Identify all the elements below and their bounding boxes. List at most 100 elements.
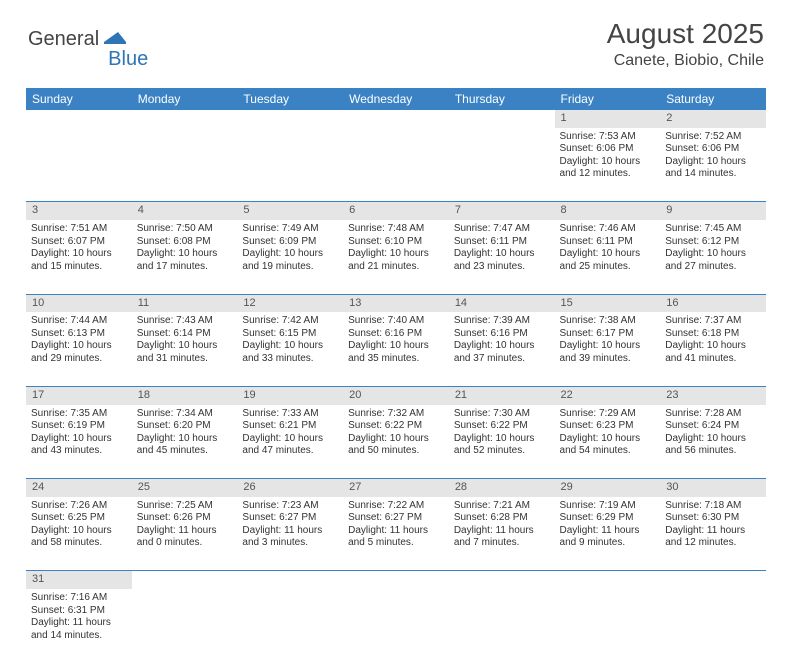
sunset-line: Sunset: 6:19 PM bbox=[31, 420, 127, 433]
sunset-line: Sunset: 6:11 PM bbox=[454, 236, 550, 249]
sunset-line: Sunset: 6:28 PM bbox=[454, 512, 550, 525]
day-number-cell: 30 bbox=[660, 479, 766, 497]
day-number-cell: 12 bbox=[237, 294, 343, 312]
weekday-header: Friday bbox=[555, 88, 661, 110]
day-cell bbox=[449, 128, 555, 202]
sunset-line: Sunset: 6:22 PM bbox=[454, 420, 550, 433]
sunrise-line: Sunrise: 7:28 AM bbox=[665, 408, 761, 421]
sunrise-line: Sunrise: 7:32 AM bbox=[348, 408, 444, 421]
sunset-line: Sunset: 6:27 PM bbox=[242, 512, 338, 525]
day-cell: Sunrise: 7:43 AMSunset: 6:14 PMDaylight:… bbox=[132, 312, 238, 386]
day-number-cell: 9 bbox=[660, 202, 766, 220]
sunrise-line: Sunrise: 7:29 AM bbox=[560, 408, 656, 421]
day-number-cell bbox=[660, 571, 766, 589]
daylight-line-2: and 19 minutes. bbox=[242, 261, 338, 274]
day-cell: Sunrise: 7:42 AMSunset: 6:15 PMDaylight:… bbox=[237, 312, 343, 386]
day-cell: Sunrise: 7:30 AMSunset: 6:22 PMDaylight:… bbox=[449, 405, 555, 479]
daylight-line-2: and 52 minutes. bbox=[454, 445, 550, 458]
day-cell: Sunrise: 7:39 AMSunset: 6:16 PMDaylight:… bbox=[449, 312, 555, 386]
sunrise-line: Sunrise: 7:34 AM bbox=[137, 408, 233, 421]
sunrise-line: Sunrise: 7:21 AM bbox=[454, 500, 550, 513]
sunset-line: Sunset: 6:20 PM bbox=[137, 420, 233, 433]
sunrise-line: Sunrise: 7:26 AM bbox=[31, 500, 127, 513]
daylight-line-2: and 12 minutes. bbox=[665, 537, 761, 550]
day-number-cell: 18 bbox=[132, 386, 238, 404]
sunrise-line: Sunrise: 7:39 AM bbox=[454, 315, 550, 328]
sunrise-line: Sunrise: 7:22 AM bbox=[348, 500, 444, 513]
day-cell: Sunrise: 7:26 AMSunset: 6:25 PMDaylight:… bbox=[26, 497, 132, 571]
daylight-line: Daylight: 10 hours bbox=[665, 340, 761, 353]
day-number-cell: 6 bbox=[343, 202, 449, 220]
day-number-cell bbox=[449, 571, 555, 589]
sunrise-line: Sunrise: 7:45 AM bbox=[665, 223, 761, 236]
logo-text-blue: Blue bbox=[108, 48, 148, 71]
day-number-cell: 27 bbox=[343, 479, 449, 497]
day-cell: Sunrise: 7:21 AMSunset: 6:28 PMDaylight:… bbox=[449, 497, 555, 571]
day-number-cell: 2 bbox=[660, 110, 766, 128]
weekday-header: Thursday bbox=[449, 88, 555, 110]
daylight-line-2: and 3 minutes. bbox=[242, 537, 338, 550]
daylight-line-2: and 54 minutes. bbox=[560, 445, 656, 458]
day-number-cell: 1 bbox=[555, 110, 661, 128]
day-cell: Sunrise: 7:45 AMSunset: 6:12 PMDaylight:… bbox=[660, 220, 766, 294]
sunset-line: Sunset: 6:16 PM bbox=[454, 328, 550, 341]
daylight-line: Daylight: 10 hours bbox=[31, 525, 127, 538]
daylight-line: Daylight: 11 hours bbox=[137, 525, 233, 538]
daylight-line-2: and 27 minutes. bbox=[665, 261, 761, 274]
day-cell: Sunrise: 7:37 AMSunset: 6:18 PMDaylight:… bbox=[660, 312, 766, 386]
day-number-cell bbox=[555, 571, 661, 589]
daylight-line-2: and 43 minutes. bbox=[31, 445, 127, 458]
weekday-header: Saturday bbox=[660, 88, 766, 110]
day-number-cell: 16 bbox=[660, 294, 766, 312]
sunrise-line: Sunrise: 7:35 AM bbox=[31, 408, 127, 421]
daylight-line: Daylight: 11 hours bbox=[560, 525, 656, 538]
day-number-cell: 25 bbox=[132, 479, 238, 497]
sunset-line: Sunset: 6:13 PM bbox=[31, 328, 127, 341]
daylight-line: Daylight: 10 hours bbox=[137, 340, 233, 353]
daylight-line: Daylight: 10 hours bbox=[665, 248, 761, 261]
logo-text-general: General bbox=[28, 28, 99, 51]
daylight-line-2: and 9 minutes. bbox=[560, 537, 656, 550]
day-cell: Sunrise: 7:28 AMSunset: 6:24 PMDaylight:… bbox=[660, 405, 766, 479]
day-number-cell bbox=[26, 110, 132, 128]
day-cell bbox=[449, 589, 555, 663]
day-cell bbox=[237, 589, 343, 663]
sunrise-line: Sunrise: 7:46 AM bbox=[560, 223, 656, 236]
daylight-line-2: and 45 minutes. bbox=[137, 445, 233, 458]
daylight-line: Daylight: 11 hours bbox=[665, 525, 761, 538]
daylight-line: Daylight: 10 hours bbox=[454, 340, 550, 353]
daylight-line: Daylight: 10 hours bbox=[454, 433, 550, 446]
day-number-cell bbox=[449, 110, 555, 128]
day-cell: Sunrise: 7:38 AMSunset: 6:17 PMDaylight:… bbox=[555, 312, 661, 386]
daylight-line-2: and 15 minutes. bbox=[31, 261, 127, 274]
day-number-cell: 19 bbox=[237, 386, 343, 404]
day-cell: Sunrise: 7:34 AMSunset: 6:20 PMDaylight:… bbox=[132, 405, 238, 479]
day-number-cell: 29 bbox=[555, 479, 661, 497]
calendar-header-row: SundayMondayTuesdayWednesdayThursdayFrid… bbox=[26, 88, 766, 110]
sunset-line: Sunset: 6:23 PM bbox=[560, 420, 656, 433]
daylight-line: Daylight: 11 hours bbox=[454, 525, 550, 538]
day-cell: Sunrise: 7:46 AMSunset: 6:11 PMDaylight:… bbox=[555, 220, 661, 294]
sunset-line: Sunset: 6:29 PM bbox=[560, 512, 656, 525]
sunset-line: Sunset: 6:24 PM bbox=[665, 420, 761, 433]
daylight-line: Daylight: 10 hours bbox=[348, 433, 444, 446]
weekday-header: Tuesday bbox=[237, 88, 343, 110]
day-number-cell: 17 bbox=[26, 386, 132, 404]
day-number-cell: 15 bbox=[555, 294, 661, 312]
day-number-cell: 21 bbox=[449, 386, 555, 404]
day-number-cell: 11 bbox=[132, 294, 238, 312]
day-number-cell bbox=[237, 110, 343, 128]
day-cell: Sunrise: 7:23 AMSunset: 6:27 PMDaylight:… bbox=[237, 497, 343, 571]
day-number-cell bbox=[132, 571, 238, 589]
daylight-line-2: and 39 minutes. bbox=[560, 353, 656, 366]
day-cell: Sunrise: 7:53 AMSunset: 6:06 PMDaylight:… bbox=[555, 128, 661, 202]
sunset-line: Sunset: 6:25 PM bbox=[31, 512, 127, 525]
day-cell: Sunrise: 7:44 AMSunset: 6:13 PMDaylight:… bbox=[26, 312, 132, 386]
daylight-line: Daylight: 11 hours bbox=[242, 525, 338, 538]
day-cell bbox=[132, 589, 238, 663]
sunrise-line: Sunrise: 7:40 AM bbox=[348, 315, 444, 328]
sunset-line: Sunset: 6:17 PM bbox=[560, 328, 656, 341]
sunrise-line: Sunrise: 7:43 AM bbox=[137, 315, 233, 328]
day-number-cell: 26 bbox=[237, 479, 343, 497]
day-cell: Sunrise: 7:16 AMSunset: 6:31 PMDaylight:… bbox=[26, 589, 132, 663]
